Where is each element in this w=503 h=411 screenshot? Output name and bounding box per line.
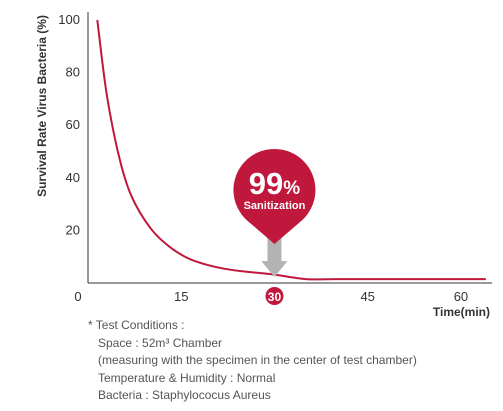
callout-value: 99% <box>249 166 300 201</box>
callout-unit: % <box>283 178 300 199</box>
notes-line: Bacteria : Staphylococus Aureus <box>98 388 271 402</box>
callout-number: 99 <box>249 166 283 201</box>
notes-line: (measuring with the specimen in the cent… <box>98 353 417 367</box>
notes-line: Space : 52m³ Chamber <box>98 335 223 350</box>
x-axis-title: Time(min) <box>433 305 490 319</box>
callout-label: Sanitization <box>244 200 306 212</box>
down-arrow-icon <box>261 232 288 278</box>
x-tick-label: 15 <box>174 289 188 304</box>
x-tick-label: 45 <box>360 289 374 304</box>
x-tick-label: 0 <box>74 289 81 304</box>
sanitization-callout: 99% Sanitization <box>233 148 316 278</box>
map-pin-icon <box>233 148 316 244</box>
x-tick-label: 60 <box>454 289 468 304</box>
x-tick-labels: 0 15 30 45 60 <box>74 287 468 305</box>
y-tick-labels: 100 80 60 40 20 <box>58 12 80 237</box>
x-tick-highlight <box>265 287 284 305</box>
notes-line: Temperature & Humidity : Normal <box>98 370 276 385</box>
y-axis-title: Survival Rate Virus Bacteria (%) <box>35 15 49 197</box>
x-tick-label: 30 <box>268 290 282 304</box>
series-line <box>96 19 486 281</box>
y-tick-label: 60 <box>66 117 80 132</box>
y-tick-label: 40 <box>66 170 80 185</box>
y-tick-label: 20 <box>66 222 80 237</box>
y-tick-label: 80 <box>66 65 80 80</box>
notes-heading: * Test Conditions : <box>88 318 185 332</box>
test-conditions-notes: * Test Conditions : Space : 52m³ Chamber… <box>88 317 417 405</box>
y-tick-label: 100 <box>58 12 80 27</box>
